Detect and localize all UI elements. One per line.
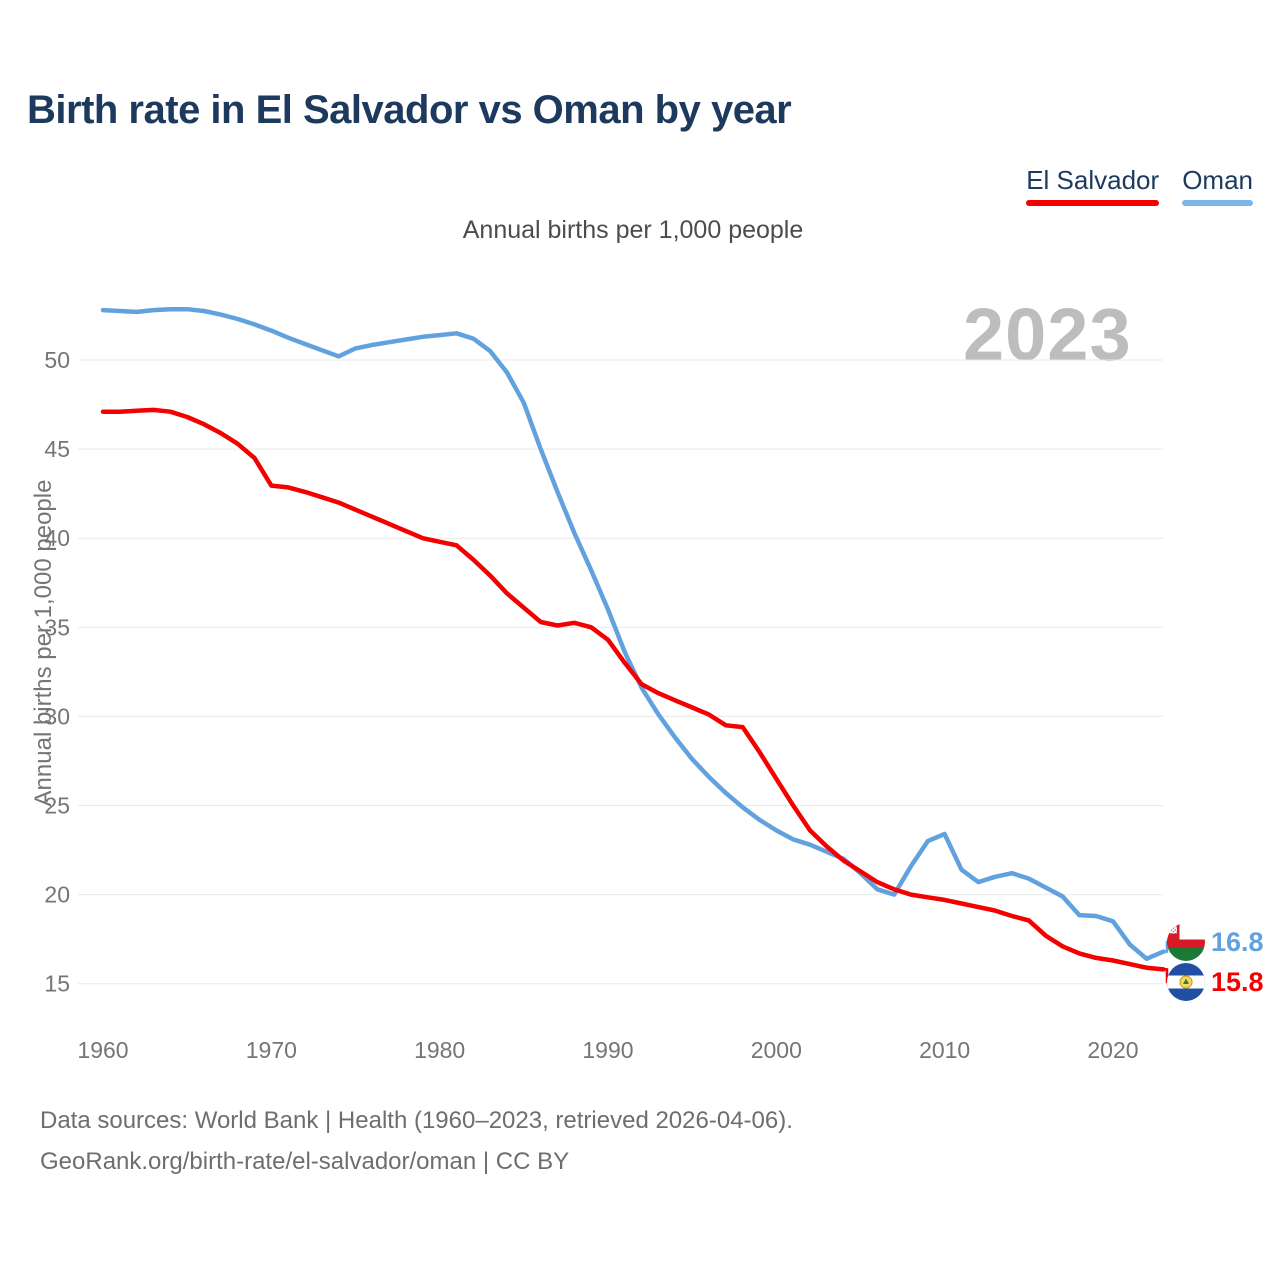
oman-flag-icon (1167, 923, 1205, 961)
watermark-year: 2023 (963, 293, 1132, 376)
y-tick-label: 50 (44, 347, 70, 373)
legend-label-el-salvador: El Salvador (1026, 165, 1160, 195)
footer: Data sources: World Bank | Health (1960–… (40, 1100, 793, 1182)
y-tick-label: 40 (44, 525, 70, 551)
legend-item-oman[interactable]: Oman (1182, 165, 1253, 206)
series-line-el-salvador[interactable] (100, 407, 1166, 972)
legend-item-el-salvador[interactable]: El Salvador (1026, 165, 1160, 206)
x-tick-label: 1960 (77, 1037, 128, 1063)
y-tick-label: 30 (44, 703, 70, 729)
footer-attribution-line: GeoRank.org/birth-rate/el-salvador/oman … (40, 1148, 570, 1175)
x-tick-label: 1990 (582, 1037, 633, 1063)
y-tick-label: 15 (44, 971, 70, 997)
legend-label-oman: Oman (1182, 165, 1253, 195)
legend-underline-oman (1182, 200, 1253, 206)
legend: El Salvador Oman (1026, 165, 1253, 206)
chart-subtitle: Annual births per 1,000 people (462, 216, 804, 244)
x-tick-label: 1970 (246, 1037, 297, 1063)
legend-underline-el-salvador (1026, 200, 1160, 206)
el-salvador-flag-icon (1167, 963, 1205, 1001)
footer-sources-line: Data sources: World Bank | Health (1960–… (40, 1107, 793, 1134)
y-tick-label: 20 (44, 882, 70, 908)
y-tick-label: 35 (44, 614, 70, 640)
end-value-oman: 16.8 (1211, 926, 1264, 957)
y-tick-label: 45 (44, 436, 70, 462)
y-tick-label: 25 (44, 793, 70, 819)
chart-title: Birth rate in El Salvador vs Oman by yea… (27, 88, 792, 132)
series-line-oman[interactable] (100, 306, 1166, 962)
end-value-el-salvador: 15.8 (1211, 966, 1264, 997)
x-tick-label: 2020 (1087, 1037, 1138, 1063)
x-tick-label: 2010 (919, 1037, 970, 1063)
x-tick-label: 2000 (751, 1037, 802, 1063)
x-tick-label: 1980 (414, 1037, 465, 1063)
